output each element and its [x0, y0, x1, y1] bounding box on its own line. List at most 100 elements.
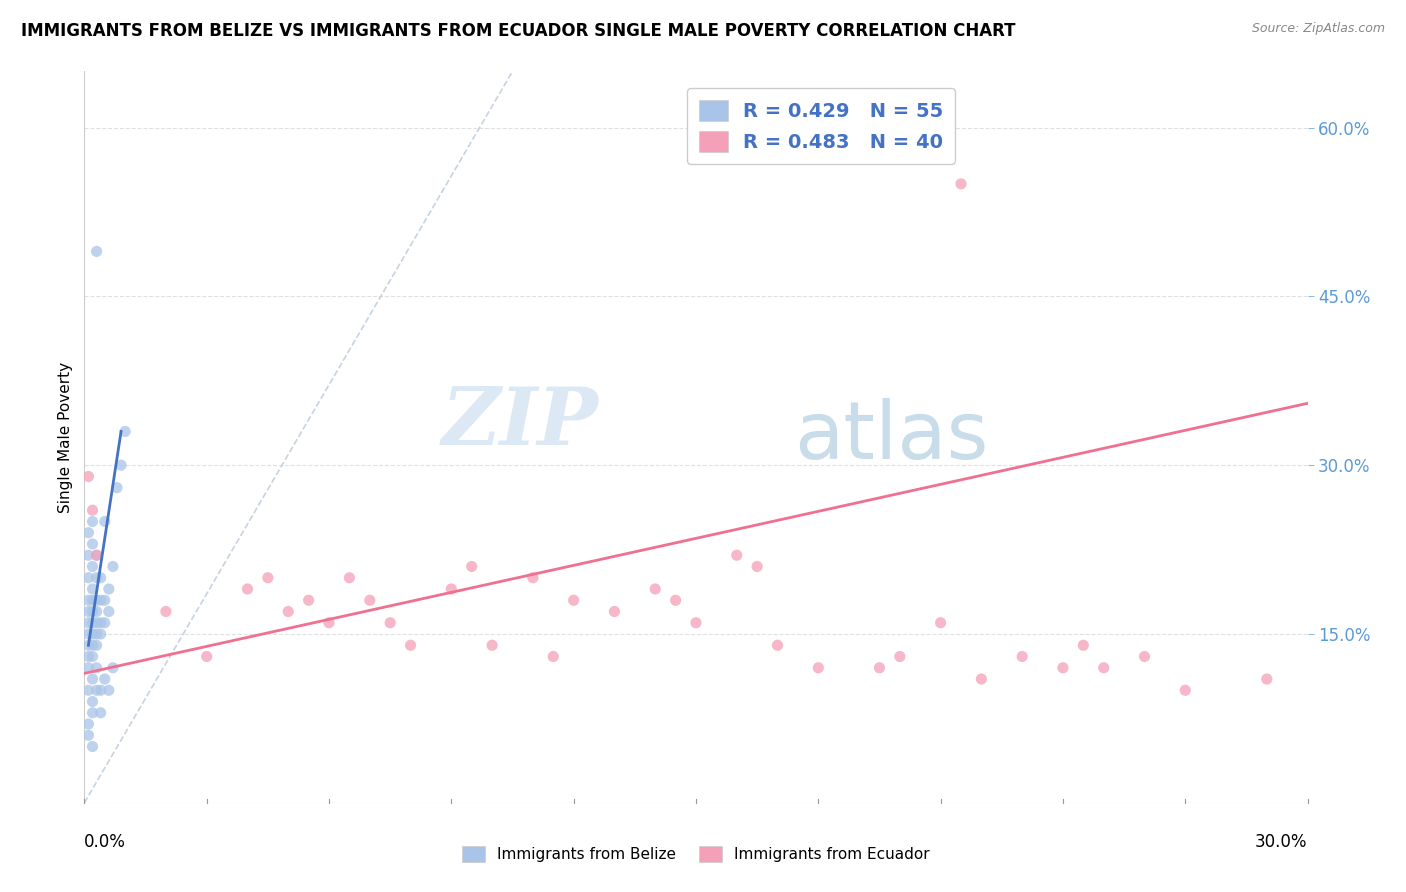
Point [380, 615, 402, 630]
Point [277, 605, 299, 619]
Point [257, 571, 280, 585]
Point [339, 571, 361, 585]
Point [318, 615, 340, 630]
Point [86, 661, 108, 675]
Point [82, 582, 104, 596]
Point [807, 661, 830, 675]
Text: Source: ZipAtlas.com: Source: ZipAtlas.com [1251, 22, 1385, 36]
Point [82, 649, 104, 664]
Point [1073, 638, 1095, 652]
Point [155, 605, 177, 619]
Point [105, 481, 128, 495]
Point [86, 627, 108, 641]
Point [90, 571, 112, 585]
Text: IMMIGRANTS FROM BELIZE VS IMMIGRANTS FROM ECUADOR SINGLE MALE POVERTY CORRELATIO: IMMIGRANTS FROM BELIZE VS IMMIGRANTS FRO… [21, 22, 1015, 40]
Point [93, 593, 115, 607]
Point [77, 627, 100, 641]
Point [644, 582, 666, 596]
Point [82, 559, 104, 574]
Point [93, 515, 115, 529]
Point [1011, 649, 1033, 664]
Y-axis label: Single Male Poverty: Single Male Poverty [58, 361, 73, 513]
Point [82, 638, 104, 652]
Point [77, 649, 100, 664]
Point [82, 739, 104, 754]
Point [90, 683, 112, 698]
Point [77, 683, 100, 698]
Point [86, 571, 108, 585]
Point [543, 649, 565, 664]
Point [93, 672, 115, 686]
Point [86, 593, 108, 607]
Point [747, 559, 769, 574]
Point [77, 548, 100, 562]
Point [90, 627, 112, 641]
Point [82, 515, 104, 529]
Point [114, 425, 136, 439]
Point [889, 649, 911, 664]
Point [90, 615, 112, 630]
Point [950, 177, 973, 191]
Point [195, 649, 218, 664]
Point [461, 559, 484, 574]
Point [1174, 683, 1197, 698]
Point [82, 503, 104, 517]
Point [440, 582, 463, 596]
Point [665, 593, 688, 607]
Point [93, 615, 115, 630]
Point [1052, 661, 1074, 675]
Point [86, 615, 108, 630]
Point [77, 571, 100, 585]
Point [1133, 649, 1156, 664]
Point [82, 672, 104, 686]
Point [101, 661, 124, 675]
Point [77, 638, 100, 652]
Point [82, 627, 104, 641]
Point [101, 559, 124, 574]
Point [77, 525, 100, 540]
Text: 30.0%: 30.0% [1256, 833, 1308, 851]
Point [82, 694, 104, 708]
Point [97, 605, 120, 619]
Point [90, 706, 112, 720]
Text: ZIP: ZIP [441, 384, 598, 461]
Point [77, 728, 100, 742]
Point [82, 593, 104, 607]
Point [399, 638, 422, 652]
Point [86, 638, 108, 652]
Point [522, 571, 544, 585]
Point [82, 605, 104, 619]
Point [929, 615, 952, 630]
Point [77, 605, 100, 619]
Point [82, 537, 104, 551]
Point [1256, 672, 1278, 686]
Point [77, 593, 100, 607]
Point [481, 638, 503, 652]
Point [970, 672, 993, 686]
Legend: Immigrants from Belize, Immigrants from Ecuador: Immigrants from Belize, Immigrants from … [456, 840, 936, 868]
Point [82, 706, 104, 720]
Text: 0.0%: 0.0% [84, 833, 127, 851]
Point [77, 717, 100, 731]
Point [86, 548, 108, 562]
Point [77, 615, 100, 630]
Point [766, 638, 789, 652]
Point [725, 548, 748, 562]
Point [77, 661, 100, 675]
Point [82, 615, 104, 630]
Point [603, 605, 626, 619]
Point [97, 683, 120, 698]
Point [562, 593, 585, 607]
Point [77, 469, 100, 483]
Point [298, 593, 321, 607]
Point [110, 458, 132, 473]
Point [86, 244, 108, 259]
Point [1092, 661, 1115, 675]
Point [86, 548, 108, 562]
Point [86, 683, 108, 698]
Text: atlas: atlas [794, 398, 988, 476]
Point [236, 582, 259, 596]
Point [90, 593, 112, 607]
Point [97, 582, 120, 596]
Point [359, 593, 381, 607]
